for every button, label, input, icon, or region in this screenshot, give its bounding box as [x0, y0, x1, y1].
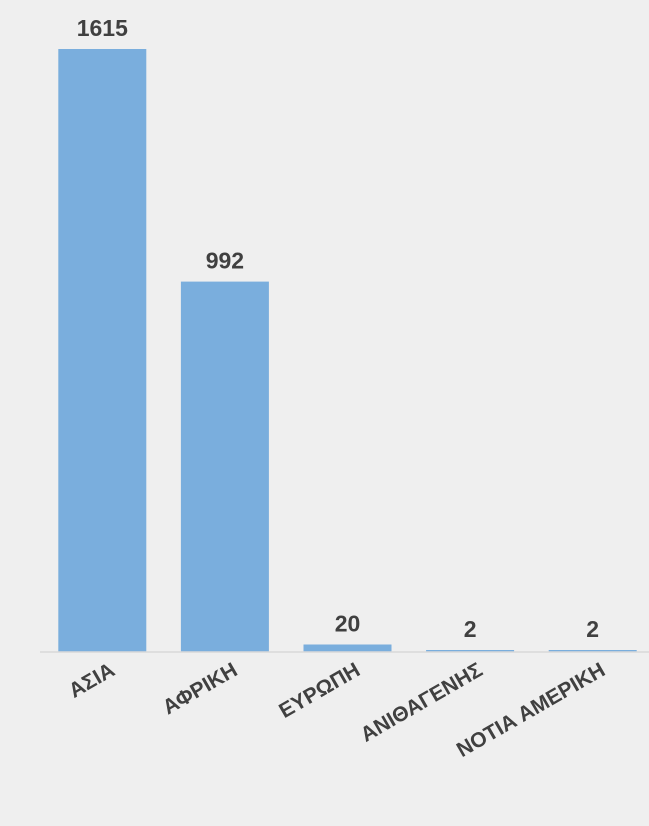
bar-0: [58, 49, 146, 652]
value-labels-group: 1615 992 20 2 2: [77, 15, 599, 642]
category-label-1: ΑΦΡΙΚΗ: [159, 658, 242, 719]
data-label-3: 2: [464, 616, 477, 642]
bar-1: [181, 282, 269, 652]
data-label-0: 1615: [77, 15, 128, 41]
data-label-1: 992: [206, 248, 244, 274]
category-label-2: ΕΥΡΩΠΗ: [275, 658, 364, 723]
category-label-0: ΑΣΙΑ: [65, 658, 119, 702]
bars-group: [58, 49, 636, 652]
data-label-2: 20: [335, 611, 361, 637]
bar-2: [304, 645, 392, 653]
data-label-4: 2: [586, 616, 599, 642]
